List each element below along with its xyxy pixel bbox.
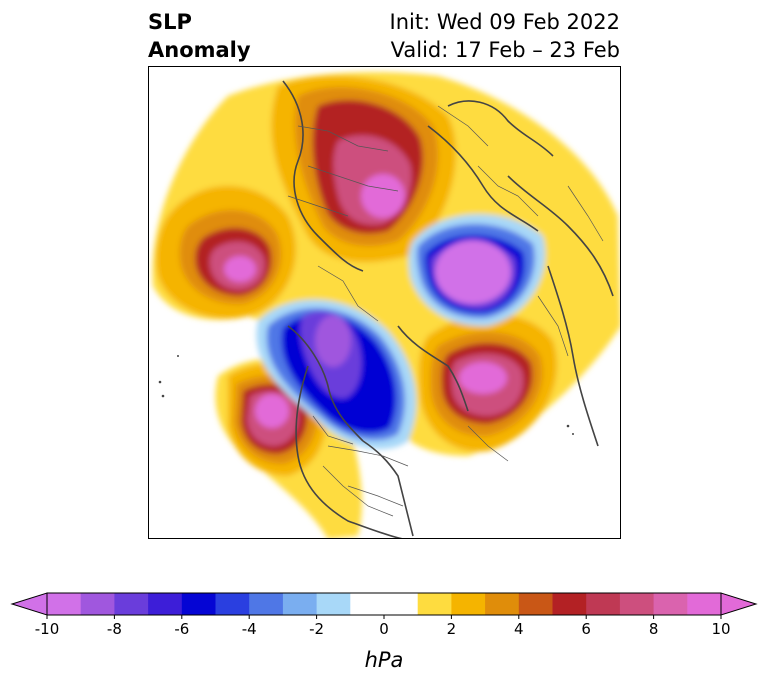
positive-eastpacific-core — [255, 394, 289, 428]
colorbar-tick-label: -2 — [309, 620, 324, 638]
positive-europe-core — [361, 174, 405, 218]
colorbar-swatch — [485, 593, 520, 615]
colorbar-tick-label: 4 — [514, 620, 524, 638]
colorbar-tick-label: -10 — [35, 620, 60, 638]
colorbar-swatch — [114, 593, 149, 615]
negative-namerica-core — [315, 315, 351, 367]
positive-atlantic-core — [459, 362, 507, 394]
colorbar-tick-label: -4 — [242, 620, 257, 638]
colorbar-swatch — [249, 593, 284, 615]
colorbar-swatch — [552, 593, 587, 615]
negative-siberia-core — [435, 240, 511, 304]
colorbar-swatch — [384, 593, 419, 615]
init-date: Init: Wed 09 Feb 2022 — [389, 10, 620, 34]
colorbar-swatch — [417, 593, 452, 615]
colorbar-swatches — [10, 592, 758, 616]
map-dates: Init: Wed 09 Feb 2022 Valid: 17 Feb – 23… — [390, 8, 620, 64]
map-title: SLP Anomaly — [148, 8, 251, 64]
colorbar-swatch — [316, 593, 351, 615]
colorbar-swatch — [181, 593, 216, 615]
positive-pacific-core — [224, 256, 256, 282]
colorbar-swatch — [148, 593, 183, 615]
colorbar-tick-label: 0 — [379, 620, 389, 638]
colorbar-swatch — [80, 593, 115, 615]
colorbar-swatch — [47, 593, 82, 615]
colorbar-swatch — [350, 593, 385, 615]
island-markers — [158, 355, 574, 435]
colorbar-swatch — [653, 593, 688, 615]
colorbar-swatch — [451, 593, 486, 615]
colorbar-unit-label: hPa — [365, 648, 404, 672]
colorbar-tick-label: -6 — [174, 620, 189, 638]
colorbar-swatch — [282, 593, 318, 615]
map-frame — [148, 66, 621, 539]
coastline-icon — [282, 80, 614, 539]
colorbar-swatch — [687, 593, 722, 615]
colorbar-swatch — [619, 593, 655, 615]
colorbar-tick-label: 6 — [581, 620, 591, 638]
colorbar-tick-label: 8 — [649, 620, 659, 638]
colorbar-extend-max — [720, 592, 758, 616]
colorbar-extend-min — [10, 592, 48, 616]
valid-date-range: Valid: 17 Feb – 23 Feb — [390, 38, 620, 62]
title-line-anomaly: Anomaly — [148, 38, 251, 62]
slp-anomaly-map — [148, 66, 621, 539]
colorbar-ticks: -10 -8 -6 -4 -2 0 2 4 6 8 10 — [35, 615, 731, 638]
country-borders-icon — [287, 105, 604, 517]
colorbar-tick-label: -8 — [107, 620, 122, 638]
colorbar-tick-label: 2 — [447, 620, 457, 638]
title-line-slp: SLP — [148, 10, 192, 34]
colorbar-swatch — [586, 593, 621, 615]
colorbar-swatch — [518, 593, 553, 615]
colorbar-swatch — [215, 593, 250, 615]
colorbar-tick-label: 10 — [711, 620, 730, 638]
colorbar: -10 -8 -6 -4 -2 0 2 4 6 8 10 hPa — [10, 592, 758, 672]
